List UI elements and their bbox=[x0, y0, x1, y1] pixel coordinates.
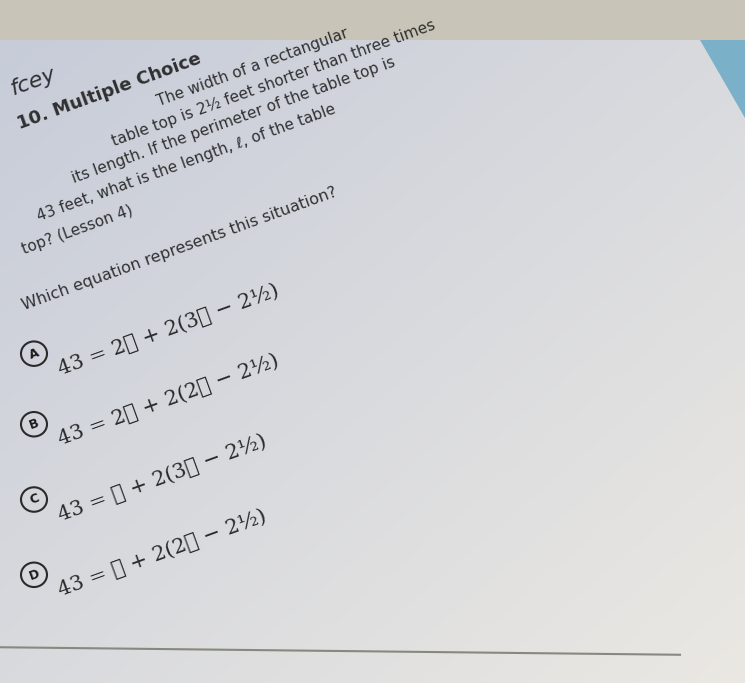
Text: The width of a rectangular: The width of a rectangular bbox=[155, 26, 351, 109]
Text: 43 = ℓ + 2(3ℓ − 2½): 43 = ℓ + 2(3ℓ − 2½) bbox=[55, 431, 269, 525]
Text: Which equation represents this situation?: Which equation represents this situation… bbox=[20, 185, 339, 313]
Text: D: D bbox=[27, 567, 41, 583]
Text: 43 = ℓ + 2(2ℓ − 2½): 43 = ℓ + 2(2ℓ − 2½) bbox=[55, 506, 269, 600]
Polygon shape bbox=[700, 40, 745, 118]
Text: B: B bbox=[28, 417, 41, 432]
Text: 43 feet, what is the length, ℓ, of the table: 43 feet, what is the length, ℓ, of the t… bbox=[35, 101, 338, 224]
Text: 43 = 2ℓ + 2(2ℓ − 2½): 43 = 2ℓ + 2(2ℓ − 2½) bbox=[55, 351, 282, 449]
Text: table top is 2½ feet shorter than three times: table top is 2½ feet shorter than three … bbox=[110, 17, 437, 148]
Text: top? (Lesson 4): top? (Lesson 4) bbox=[20, 203, 135, 257]
Text: A: A bbox=[28, 346, 41, 361]
Text: 10. Multiple Choice: 10. Multiple Choice bbox=[15, 49, 204, 133]
Text: its length. If the perimeter of the table top is: its length. If the perimeter of the tabl… bbox=[70, 55, 397, 186]
Text: C: C bbox=[28, 492, 40, 507]
Text: fcey: fcey bbox=[8, 64, 59, 98]
Text: 43 = 2ℓ + 2(3ℓ − 2½): 43 = 2ℓ + 2(3ℓ − 2½) bbox=[55, 280, 282, 379]
